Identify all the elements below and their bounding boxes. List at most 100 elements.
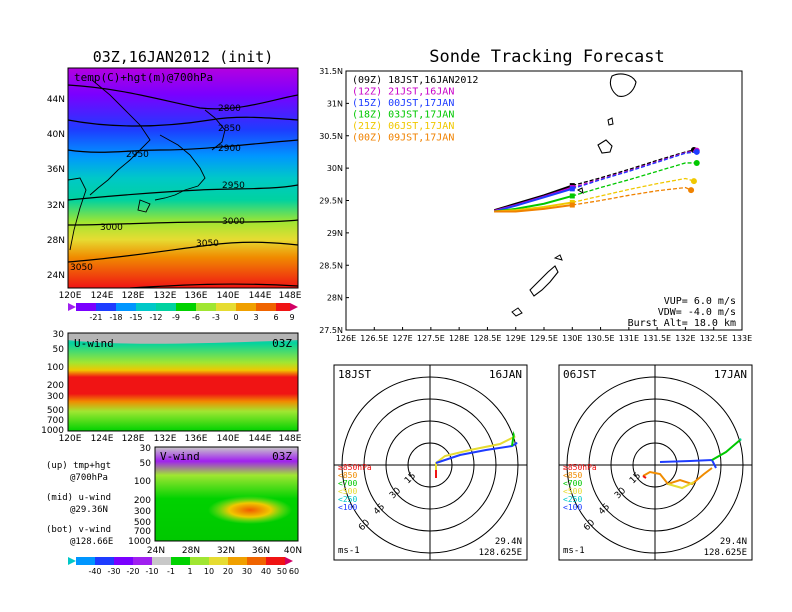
x-tick-label: 32N (217, 546, 235, 556)
colorbar-arrow (290, 303, 298, 311)
polar-units: ms-1 (563, 546, 585, 556)
y-tick-label: 24N (47, 271, 65, 281)
level-legend-entry: <850 (338, 471, 357, 480)
track-line-forecast (572, 177, 695, 204)
y-tick-label: 31.5N (319, 67, 343, 76)
x-tick-label: 133E (732, 334, 752, 343)
track-line-forecast (572, 186, 692, 206)
colorbar-label: -6 (192, 313, 200, 322)
y-tick-label: 50 (53, 345, 65, 355)
colorbar-label: -12 (149, 313, 162, 322)
y-tick-label: 30N (327, 164, 343, 173)
x-tick-label: 132.5E (700, 334, 728, 343)
y-tick-label: 27.5N (319, 326, 343, 335)
island-outline (597, 139, 613, 154)
colorbar-label: -10 (145, 567, 158, 576)
panel3-label: V-wind (160, 450, 200, 463)
colorbar-cell (190, 557, 209, 565)
polar-lat: 29.4N (720, 537, 747, 547)
x-tick-label: 132E (154, 434, 177, 444)
colorbar-label: -21 (89, 313, 102, 322)
x-tick-label: 127.5E (417, 334, 445, 343)
temperature-colorbar: -21 -18 -15 -12 -9 -6 -3 0 3 6 9 (68, 303, 298, 322)
panel-frame (67, 332, 299, 432)
y-tick-label: 30 (53, 330, 65, 340)
colorbar-arrow (285, 557, 293, 565)
colorbar-cell (171, 557, 190, 565)
legend-entry: (00Z) 09JST,17JAN (352, 133, 454, 144)
level-legend-entry: <100 (563, 503, 582, 512)
y-tick-label: 40N (47, 130, 65, 140)
v-wind-maximum (208, 496, 292, 524)
colorbar-label: 10 (204, 567, 214, 576)
x-tick-label: 128.5E (473, 334, 501, 343)
level-legend-entry: <700 (563, 479, 582, 488)
panel-frame (154, 446, 299, 542)
polar-date-label: 16JAN (489, 368, 522, 381)
y-tick-label: 200 (134, 496, 151, 506)
coastline (68, 177, 87, 251)
colorbar-label: 0 (233, 313, 238, 322)
y-tick-label: 29N (327, 229, 343, 238)
contour-label: 2950 (222, 181, 245, 191)
polar-panel-06jst: 15 30 45 60 06JST 17JAN ms-1 29.4N 128.6… (558, 364, 753, 561)
x-tick-label: 24N (147, 546, 165, 556)
y-tick-label: 28.5N (319, 261, 343, 270)
colorbar-cell (96, 303, 116, 311)
y-tick-label: 50 (140, 459, 152, 469)
polar-time-label: 06JST (563, 368, 596, 381)
level-legend-entry: <500 (563, 487, 582, 496)
island-outline (607, 117, 614, 126)
colorbar-label: 50 (277, 567, 287, 576)
chart-title: Sonde Tracking Forecast (429, 47, 664, 67)
x-tick-label: 129E (506, 334, 526, 343)
colorbar-label: -9 (172, 313, 180, 322)
colorbar-cell (256, 303, 276, 311)
sonde-track-chart: 126E 126.5E 127E 127.5E 128E 128.5E 129E 129.5E… (319, 67, 752, 343)
note-line: @700hPa (70, 473, 108, 483)
x-tick-label: 144E (249, 291, 272, 301)
track-y-ticks: 31.5N 31N 30.5N 30N 29.5N 29N 28.5N 28N 27.5N (319, 67, 349, 335)
x-tick-label: 127E (392, 334, 412, 343)
y-tick-label: 700 (47, 416, 64, 426)
landing-point (690, 178, 697, 185)
x-tick-label: 136E (185, 291, 208, 301)
level-legend: ≥850hPa<850<700<500<250<100 (338, 463, 372, 512)
y-tick-label: 30.5N (319, 132, 343, 141)
y-tick-label: 29.5N (319, 197, 343, 206)
y-tick-label: 100 (134, 477, 151, 487)
level-legend-entry: <100 (338, 503, 357, 512)
track-plot-frame (345, 70, 743, 331)
colorbar-cell (247, 557, 266, 565)
temp-hgt-map-panel: temp(C)+hgt(m)@700hPa 2800 2850 2900 295… (47, 67, 302, 322)
level-legend-entry: <850 (563, 471, 582, 480)
y-tick-label: 32N (47, 201, 65, 211)
x-tick-label: 28N (182, 546, 200, 556)
colorbar-label: -20 (126, 567, 139, 576)
y-tick-label: 300 (47, 392, 64, 402)
x-tick-label: 124E (91, 434, 114, 444)
track-line-forecast (572, 149, 695, 187)
u-wind-panel: U-wind 03Z 30 50 100 200 300 500 700 100… (41, 330, 302, 444)
panel-notes: (up) tmp+hgt @700hPa (mid) u-wind @29.36… (46, 461, 113, 547)
panel2-label: U-wind (74, 337, 114, 350)
x-tick-label: 126.5E (360, 334, 388, 343)
colorbar-label: -3 (212, 313, 220, 322)
track-x-ticks: 126E 126.5E 127E 127.5E 128E 128.5E 129E 129.5E… (336, 327, 752, 343)
y-tick-label: 1000 (41, 426, 64, 436)
contour-line (129, 283, 298, 288)
x-tick-label: 40N (284, 546, 302, 556)
contour-label: 3000 (100, 223, 123, 233)
y-tick-label: 31N (327, 99, 343, 108)
hodograph-layer-250 (435, 439, 520, 464)
legend-entry: (12Z) 21JST,16JAN (352, 87, 454, 98)
polar-lat: 29.4N (495, 537, 522, 547)
y-tick-label: 200 (47, 381, 64, 391)
y-tick-label: 100 (47, 363, 64, 373)
colorbar-label: 6 (273, 313, 278, 322)
y-tick-label: 44N (47, 95, 65, 105)
balloon-parameters: VUP= 6.0 m/s VDW= -4.0 m/s Burst Alt= 18… (628, 296, 736, 329)
track-series (493, 146, 700, 213)
hodograph-layer-700 (511, 417, 520, 447)
island-outline (553, 254, 563, 261)
